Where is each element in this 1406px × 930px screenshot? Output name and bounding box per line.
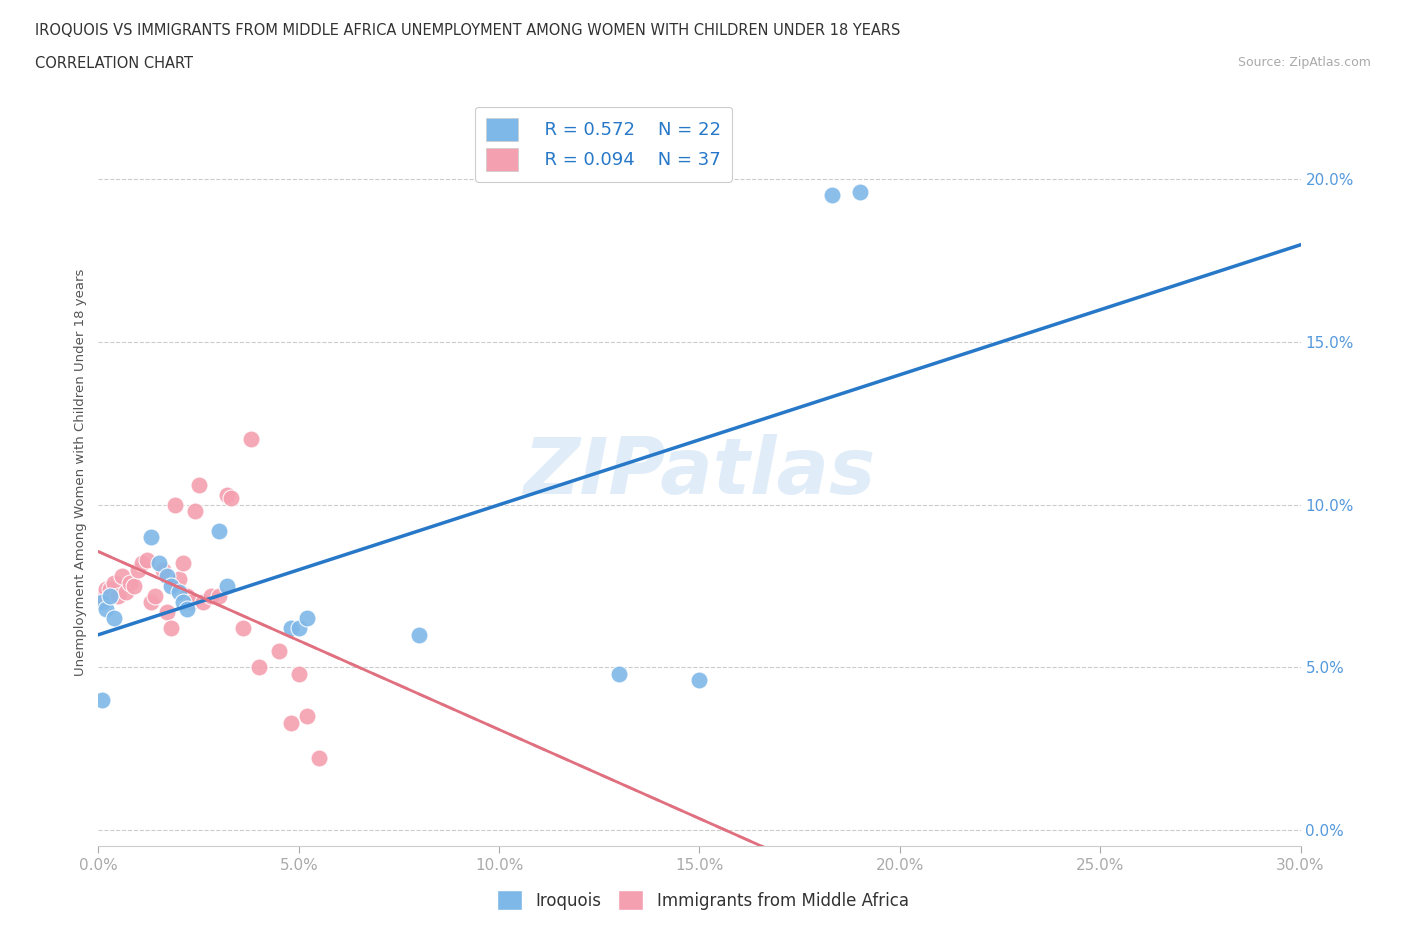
Point: [288, 621, 311, 636]
Point: [167, 572, 190, 587]
Point: [176, 589, 198, 604]
Point: [131, 556, 153, 571]
Point: [91, 692, 114, 708]
Point: [115, 585, 138, 600]
Point: [609, 666, 631, 681]
Point: [215, 487, 238, 502]
Point: [96, 582, 118, 597]
Point: [183, 504, 205, 519]
Point: [267, 644, 290, 658]
Point: [152, 562, 174, 577]
Point: [128, 562, 150, 577]
Point: [280, 621, 302, 636]
Point: [219, 491, 242, 506]
Point: [821, 188, 844, 203]
Point: [103, 611, 125, 626]
Text: CORRELATION CHART: CORRELATION CHART: [35, 56, 193, 71]
Point: [280, 715, 302, 730]
Point: [139, 530, 162, 545]
Point: [167, 585, 190, 600]
Point: [239, 432, 262, 447]
Point: [247, 660, 270, 675]
Point: [215, 578, 238, 593]
Point: [232, 621, 254, 636]
Point: [688, 673, 710, 688]
Legend:   R = 0.572    N = 22,   R = 0.094    N = 37: R = 0.572 N = 22, R = 0.094 N = 37: [475, 107, 731, 182]
Point: [139, 595, 162, 610]
Point: [191, 595, 214, 610]
Point: [200, 589, 222, 604]
Point: [849, 185, 872, 200]
Point: [155, 569, 177, 584]
Point: [111, 569, 134, 584]
Point: [163, 498, 186, 512]
Text: IROQUOIS VS IMMIGRANTS FROM MIDDLE AFRICA UNEMPLOYMENT AMONG WOMEN WITH CHILDREN: IROQUOIS VS IMMIGRANTS FROM MIDDLE AFRIC…: [35, 23, 900, 38]
Point: [180, 595, 202, 610]
Point: [187, 478, 209, 493]
Point: [295, 611, 318, 626]
Point: [295, 709, 318, 724]
Point: [91, 589, 114, 604]
Point: [100, 582, 122, 597]
Point: [176, 602, 198, 617]
Point: [103, 575, 125, 591]
Text: Source: ZipAtlas.com: Source: ZipAtlas.com: [1237, 56, 1371, 69]
Point: [159, 621, 181, 636]
Point: [124, 578, 146, 593]
Point: [155, 604, 177, 619]
Point: [135, 552, 157, 567]
Point: [159, 578, 181, 593]
Legend: Iroquois, Immigrants from Middle Africa: Iroquois, Immigrants from Middle Africa: [491, 884, 915, 917]
Point: [308, 751, 330, 766]
Point: [120, 575, 142, 591]
Point: [208, 523, 231, 538]
Point: [172, 556, 194, 571]
Point: [143, 589, 166, 604]
Point: [96, 602, 118, 617]
Point: [408, 628, 430, 643]
Point: [100, 589, 122, 604]
Text: ZIPatlas: ZIPatlas: [523, 434, 876, 510]
Point: [172, 595, 194, 610]
Point: [107, 589, 129, 604]
Point: [148, 556, 170, 571]
Point: [91, 595, 114, 610]
Point: [208, 589, 231, 604]
Point: [288, 666, 311, 681]
Y-axis label: Unemployment Among Women with Children Under 18 years: Unemployment Among Women with Children U…: [75, 268, 87, 676]
